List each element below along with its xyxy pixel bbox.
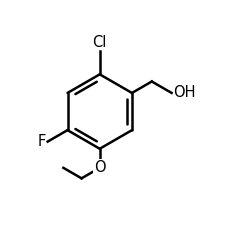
Text: F: F	[38, 134, 46, 149]
Text: Cl: Cl	[92, 35, 106, 50]
Text: O: O	[93, 160, 105, 175]
Text: OH: OH	[172, 86, 195, 100]
